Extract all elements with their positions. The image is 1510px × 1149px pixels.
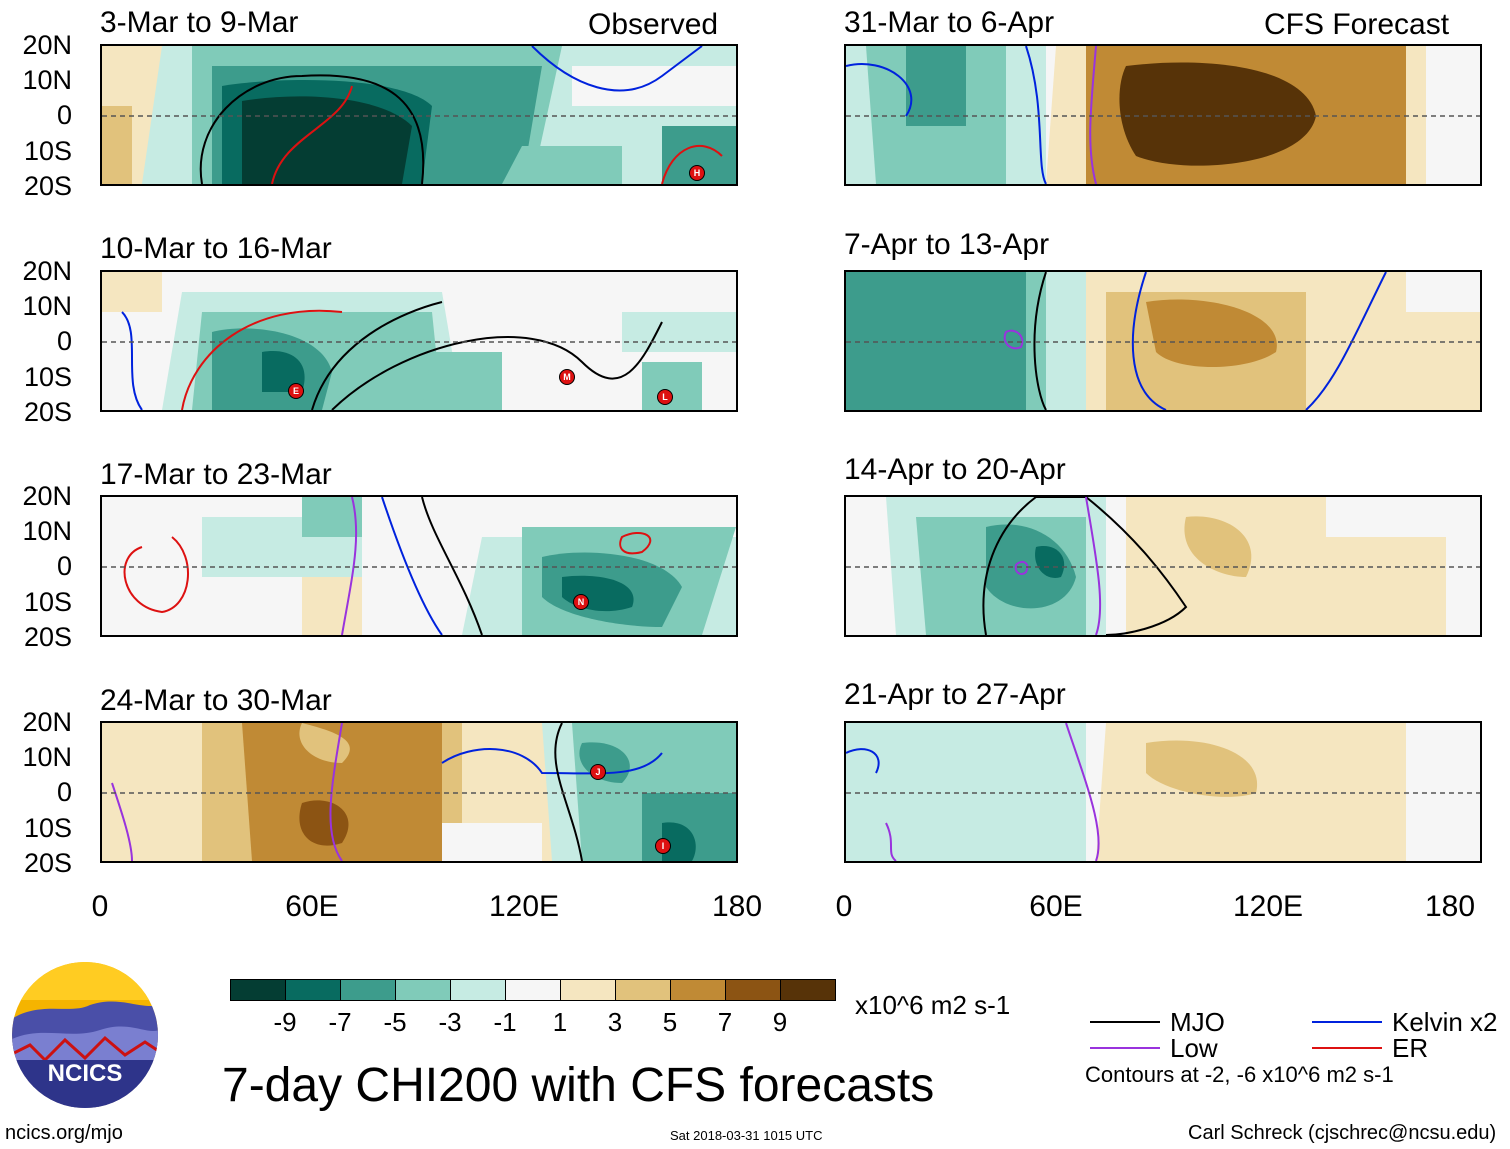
forecast-label: CFS Forecast [1264,8,1450,41]
lat-label: 0 [56,100,72,130]
colorbar-swatch [780,979,836,1001]
lat-label: 20N [22,707,72,737]
legend-line-kelvin [1312,1021,1382,1023]
logo-text: NCICS [47,1060,123,1087]
map-panel [844,721,1482,863]
lat-label: 20S [23,848,72,878]
panel-title: 24-Mar to 30-Mar [100,684,332,717]
lon-label: 60E [285,890,339,923]
panel-title: 14-Apr to 20-Apr [844,453,1066,486]
lat-label: 20N [22,30,72,60]
legend-label-mjo: MJO [1170,1007,1225,1037]
observed-label: Observed [588,8,719,41]
colorbar-swatch [725,979,781,1001]
legend-line-low [1090,1047,1160,1049]
lat-label: 0 [56,777,72,807]
legend-label-kelvin: Kelvin x2 [1392,1007,1498,1037]
storm-marker: H [689,165,705,181]
footer-timestamp: Sat 2018-03-31 1015 UTC [670,1128,823,1143]
colorbar-swatch [615,979,671,1001]
lon-label: 0 [835,890,853,923]
panel-title: 17-Mar to 23-Mar [100,458,332,491]
lat-label: 10S [23,136,72,166]
colorbar-swatch [395,979,451,1001]
storm-marker: J [590,764,606,780]
colorbar-units: x10^6 m2 s-1 [855,990,1011,1020]
contours-note: Contours at -2, -6 x10^6 m2 s-1 [1085,1062,1394,1087]
map-panel [100,44,738,186]
lon-label: 120E [1232,890,1304,923]
colorbar-swatch [340,979,396,1001]
map-panel [100,495,738,637]
legend-line-er [1312,1047,1382,1049]
legend-label-low: Low [1170,1033,1218,1063]
map-panel [100,270,738,412]
map-panel [844,44,1482,186]
lon-label: 120E [488,890,560,923]
map-panel [100,721,738,863]
lat-label: 20S [23,397,72,427]
colorbar-swatch [230,979,286,1001]
storm-marker: L [657,389,673,405]
storm-marker: M [559,369,575,385]
lat-label: 10S [23,362,72,392]
lon-label: 180 [711,890,763,923]
colorbar-label: 1 [552,1007,568,1037]
lat-label: 0 [56,326,72,356]
lat-label: 10N [22,742,72,772]
map-panel [844,270,1482,412]
colorbar-label: -1 [493,1007,517,1037]
ncics-logo: NCICS [10,960,160,1110]
main-title: 7-day CHI200 with CFS forecasts [222,1059,935,1112]
lat-label: 0 [56,551,72,581]
storm-marker: I [655,838,671,854]
colorbar-label: -7 [328,1007,352,1037]
map-panel [844,495,1482,637]
panel-title: 7-Apr to 13-Apr [844,228,1050,261]
lat-label: 20N [22,481,72,511]
storm-marker: E [288,383,304,399]
lat-label: 10N [22,516,72,546]
lat-label: 20N [22,256,72,286]
colorbar-swatch [560,979,616,1001]
colorbar-label: 3 [607,1007,623,1037]
colorbar-label: -3 [438,1007,462,1037]
lon-label: 180 [1424,890,1476,923]
colorbar-swatch [505,979,561,1001]
colorbar-label: 9 [772,1007,788,1037]
footer-credit: Carl Schreck (cjschrec@ncsu.edu) [1188,1122,1497,1144]
lat-label: 10N [22,291,72,321]
colorbar-label: 7 [717,1007,733,1037]
colorbar-swatch [450,979,506,1001]
legend-line-mjo [1090,1021,1160,1023]
colorbar-label: 5 [662,1007,678,1037]
panel-title: 21-Apr to 27-Apr [844,678,1066,711]
panel-title: 10-Mar to 16-Mar [100,232,332,265]
colorbar-label: -9 [273,1007,297,1037]
lon-label: 60E [1029,890,1083,923]
lat-label: 10N [22,65,72,95]
panel-title: 3-Mar to 9-Mar [100,6,299,39]
lat-label: 10S [23,587,72,617]
colorbar-swatch [670,979,726,1001]
colorbar-label: -5 [383,1007,407,1037]
lat-label: 20S [23,171,72,201]
lon-label: 0 [91,890,109,923]
colorbar-swatch [285,979,341,1001]
footer-url: ncics.org/mjo [5,1122,123,1144]
lat-label: 20S [23,622,72,652]
panel-title: 31-Mar to 6-Apr [844,6,1055,39]
storm-marker: N [573,594,589,610]
lat-label: 10S [23,813,72,843]
legend-label-er: ER [1392,1033,1429,1063]
